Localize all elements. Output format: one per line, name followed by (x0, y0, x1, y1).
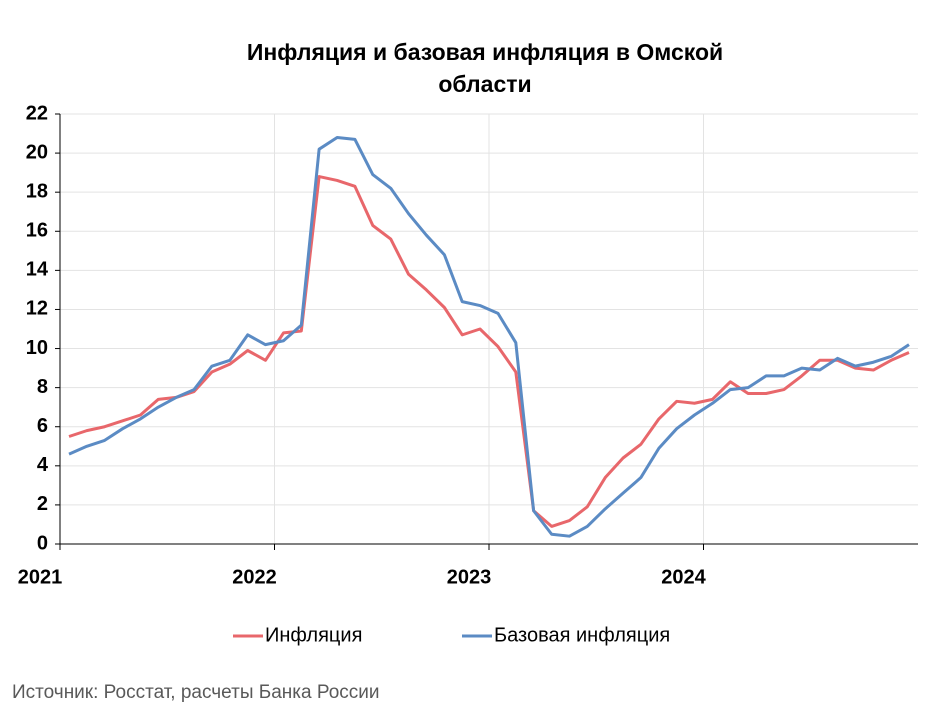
y-tick-label: 12 (26, 298, 48, 320)
y-tick-label: 20 (26, 141, 48, 163)
chart-title: Инфляция и базовая инфляция в Омской обл… (246, 39, 724, 97)
series-line (68, 135, 910, 538)
legend-label: Инфляция (265, 624, 362, 646)
source-note: Источник: Росстат, расчеты Банка России (12, 682, 380, 703)
series-line (68, 175, 910, 528)
y-tick-label: 6 (37, 415, 48, 437)
x-tick-label: 2022 (232, 566, 277, 588)
x-tick-label: 2021 (18, 566, 63, 588)
x-tick-label: 2023 (447, 566, 492, 588)
y-tick-label: 0 (37, 532, 48, 554)
y-tick-label: 18 (26, 180, 48, 202)
legend-label: Базовая инфляция (494, 624, 670, 646)
y-tick-label: 22 (26, 102, 48, 124)
y-tick-label: 4 (37, 454, 49, 476)
y-tick-label: 10 (26, 337, 48, 359)
y-tick-label: 14 (26, 259, 49, 281)
y-tick-label: 2 (37, 493, 48, 515)
x-tick-label: 2024 (661, 566, 706, 588)
y-tick-label: 16 (26, 220, 48, 242)
y-tick-label: 8 (37, 376, 48, 398)
